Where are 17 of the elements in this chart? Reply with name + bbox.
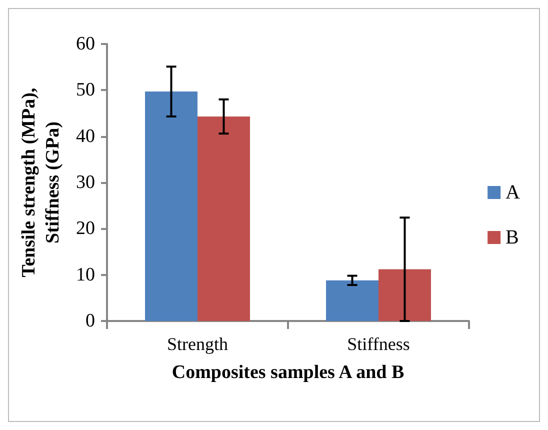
y-tick-label: 30 bbox=[76, 172, 95, 193]
bar bbox=[378, 269, 431, 321]
x-tick-label: Stiffness bbox=[347, 334, 410, 354]
legend-label: A bbox=[506, 182, 521, 204]
bar bbox=[326, 280, 378, 321]
y-tick-label: 0 bbox=[86, 310, 95, 332]
bar bbox=[198, 116, 250, 321]
legend-label: B bbox=[506, 226, 519, 248]
x-axis-title: Composites samples A and B bbox=[172, 362, 404, 383]
bar bbox=[145, 92, 198, 321]
y-tick-label: 10 bbox=[76, 264, 95, 286]
x-tick-label: Strength bbox=[167, 334, 228, 354]
y-tick-label: 20 bbox=[76, 218, 95, 240]
y-tick-label: 40 bbox=[76, 126, 95, 147]
y-tick-label: 60 bbox=[76, 34, 95, 54]
y-tick-label: 50 bbox=[76, 80, 95, 101]
y-axis-title: Tensile strength (MPa), Stiffness (GPa) bbox=[18, 88, 64, 278]
